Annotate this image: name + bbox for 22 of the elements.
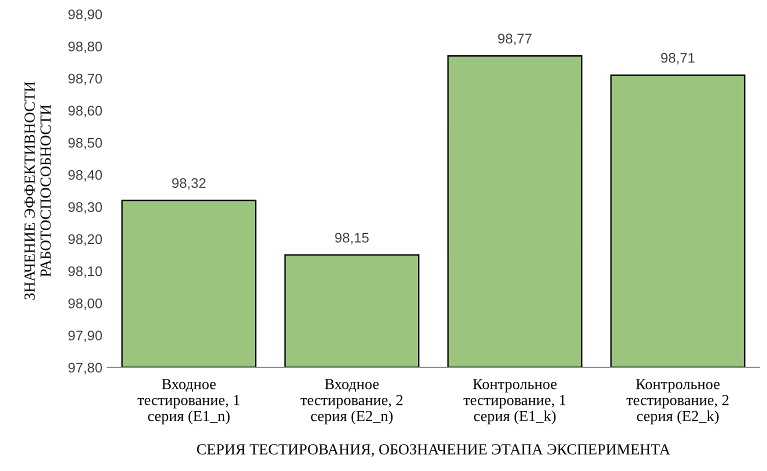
y-tick-label: 97,90 xyxy=(68,330,102,342)
y-tick-label: 98,90 xyxy=(68,9,102,21)
y-tick-label: 98,40 xyxy=(68,170,102,182)
y-axis-title: ЗНАЧЕНИЕ ЭФФЕКТИВНОСТИ РАБОТОСПОСОБНОСТИ xyxy=(24,82,51,300)
y-tick-label: 98,60 xyxy=(68,106,102,118)
x-tick-label: Входное тестирование, 1 серия (E1_n) xyxy=(138,379,240,424)
y-tick-label: 97,80 xyxy=(68,362,102,374)
data-label: 98,71 xyxy=(661,52,695,64)
data-label: 98,77 xyxy=(498,34,532,46)
x-tick-label: Входное тестирование, 2 серия (E2_n) xyxy=(300,379,402,424)
x-tick-label: Контрольное тестирование, 1 серия (E1_k) xyxy=(464,379,566,424)
y-tick-label: 98,00 xyxy=(68,298,102,310)
y-tick-label: 98,10 xyxy=(68,266,102,278)
y-tick-label: 98,50 xyxy=(68,138,102,150)
x-tick-label: Контрольное тестирование, 2 серия (E2_k) xyxy=(626,379,728,424)
y-tick-label: 98,20 xyxy=(68,234,102,246)
y-tick-label: 98,30 xyxy=(68,202,102,214)
x-axis-title: СЕРИЯ ТЕСТИРОВАНИЯ, ОБОЗНАЧЕНИЕ ЭТАПА ЭКСПЕРИМЕНТА xyxy=(197,444,670,457)
data-label: 98,15 xyxy=(335,232,369,244)
data-label: 98,32 xyxy=(172,178,206,190)
y-tick-label: 98,70 xyxy=(68,74,102,86)
y-tick-label: 98,80 xyxy=(68,42,102,54)
